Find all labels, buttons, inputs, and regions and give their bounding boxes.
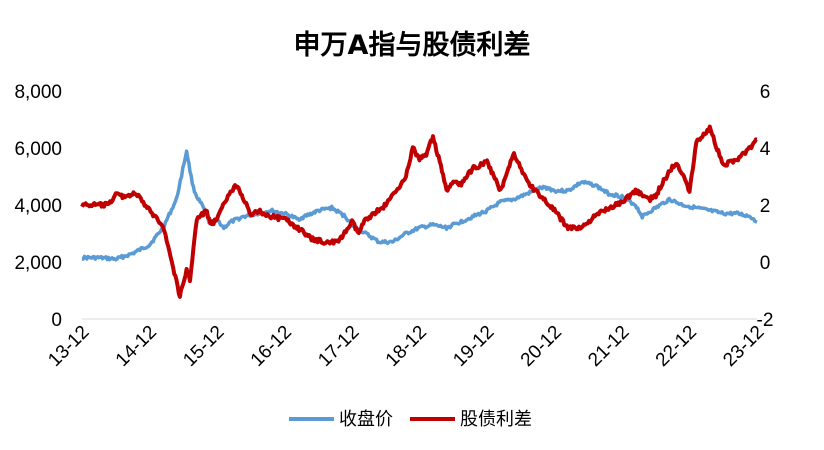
left-tick-label: 8,000 bbox=[14, 82, 62, 103]
series-line-close bbox=[81, 149, 758, 262]
series-line-spread bbox=[80, 124, 758, 299]
left-tick-label: 2,000 bbox=[14, 253, 62, 274]
x-tick-label: 20-12 bbox=[517, 322, 566, 371]
left-tick-label: 4,000 bbox=[14, 196, 62, 217]
x-tick-label: 14-12 bbox=[112, 322, 161, 371]
chart-title: 申万A指与股债利差 bbox=[294, 29, 531, 61]
x-tick-label: 16-12 bbox=[247, 322, 296, 371]
x-tick-label: 19-12 bbox=[449, 322, 498, 371]
series-layer bbox=[80, 124, 758, 299]
legend: 收盘价 股债利差 bbox=[289, 409, 532, 430]
x-tick-label: 21-12 bbox=[584, 322, 633, 371]
right-y-axis: -2 0 2 4 6 bbox=[757, 82, 774, 331]
right-tick-label: 4 bbox=[760, 139, 771, 160]
left-tick-label: 6,000 bbox=[14, 139, 62, 160]
x-axis: 13-12 14-12 15-12 16-12 17-12 18-12 19-12 20-12… bbox=[44, 322, 768, 371]
right-tick-label: 2 bbox=[760, 196, 771, 217]
right-tick-label: 6 bbox=[760, 82, 771, 103]
legend-label-close: 收盘价 bbox=[339, 409, 393, 430]
x-tick-label: 17-12 bbox=[314, 322, 363, 371]
right-tick-label: -2 bbox=[757, 310, 774, 331]
legend-label-spread: 股债利差 bbox=[460, 409, 532, 430]
left-tick-label: 0 bbox=[51, 310, 62, 331]
x-tick-label: 15-12 bbox=[179, 322, 228, 371]
x-tick-label: 18-12 bbox=[382, 322, 431, 371]
x-tick-label: 22-12 bbox=[652, 322, 701, 371]
right-tick-label: 0 bbox=[760, 253, 771, 274]
left-y-axis: 0 2,000 4,000 6,000 8,000 bbox=[14, 82, 62, 331]
